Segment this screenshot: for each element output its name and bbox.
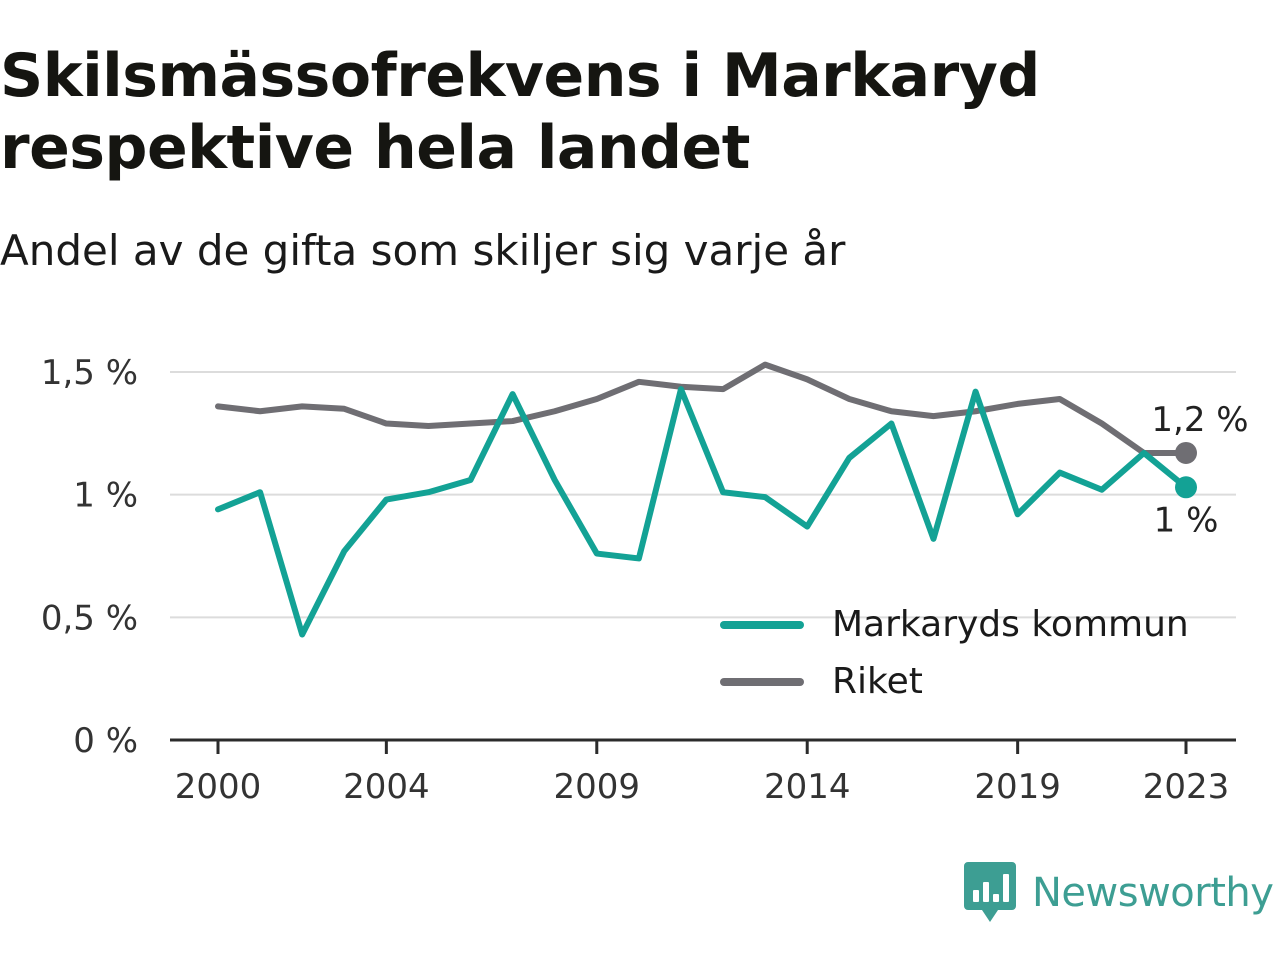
line-chart: 0 % 0,5 % 1 % 1,5 % 2000 2004 2009 2014 2019 2023… (41, 353, 1249, 807)
end-label-riket: 1,2 % (1151, 400, 1248, 440)
legend-label-riket: Riket (832, 661, 923, 702)
x-tick-label: 2023 (1143, 767, 1230, 807)
end-label-markaryd: 1 % (1154, 500, 1219, 540)
gridlines (170, 371, 1236, 619)
legend: Markaryds kommun Riket (720, 596, 1189, 710)
y-tick-label: 0,5 % (41, 598, 138, 638)
chart-title: Skilsmässofrekvens i Markaryd respektive… (0, 41, 1040, 183)
x-tick-label: 2000 (175, 767, 262, 807)
y-tick-label: 1,5 % (41, 353, 138, 393)
y-tick-label: 1 % (73, 476, 138, 516)
x-tick-label: 2004 (343, 767, 430, 807)
brand-logo: Newsworthy (964, 862, 1274, 924)
legend-item-markaryd: Markaryds kommun (720, 596, 1189, 653)
legend-item-riket: Riket (720, 653, 1189, 710)
x-tick-label: 2009 (554, 767, 641, 807)
x-tick-label: 2014 (764, 767, 851, 807)
series-line-riket (215, 361, 1189, 456)
series-end-point-markaryd (1175, 476, 1197, 499)
axes: 0 % 0,5 % 1 % 1,5 % 2000 2004 2009 2014 2019 2023 (41, 353, 1236, 807)
series-line-markaryd (215, 386, 1189, 638)
series-end-point-riket (1175, 441, 1197, 464)
chart-subtitle: Andel av de gifta som skiljer sig varje … (0, 226, 846, 275)
brand-name: Newsworthy (1032, 870, 1274, 916)
legend-swatch-markaryd (720, 620, 804, 629)
data-series (215, 361, 1197, 638)
legend-label-markaryd: Markaryds kommun (832, 604, 1189, 645)
x-tick-label: 2019 (974, 767, 1061, 807)
newsworthy-chart-bubble-icon (964, 862, 1016, 922)
end-labels: 1,2 % 1 % (1151, 400, 1248, 540)
y-tick-label: 0 % (73, 721, 138, 761)
legend-swatch-riket (720, 677, 804, 686)
